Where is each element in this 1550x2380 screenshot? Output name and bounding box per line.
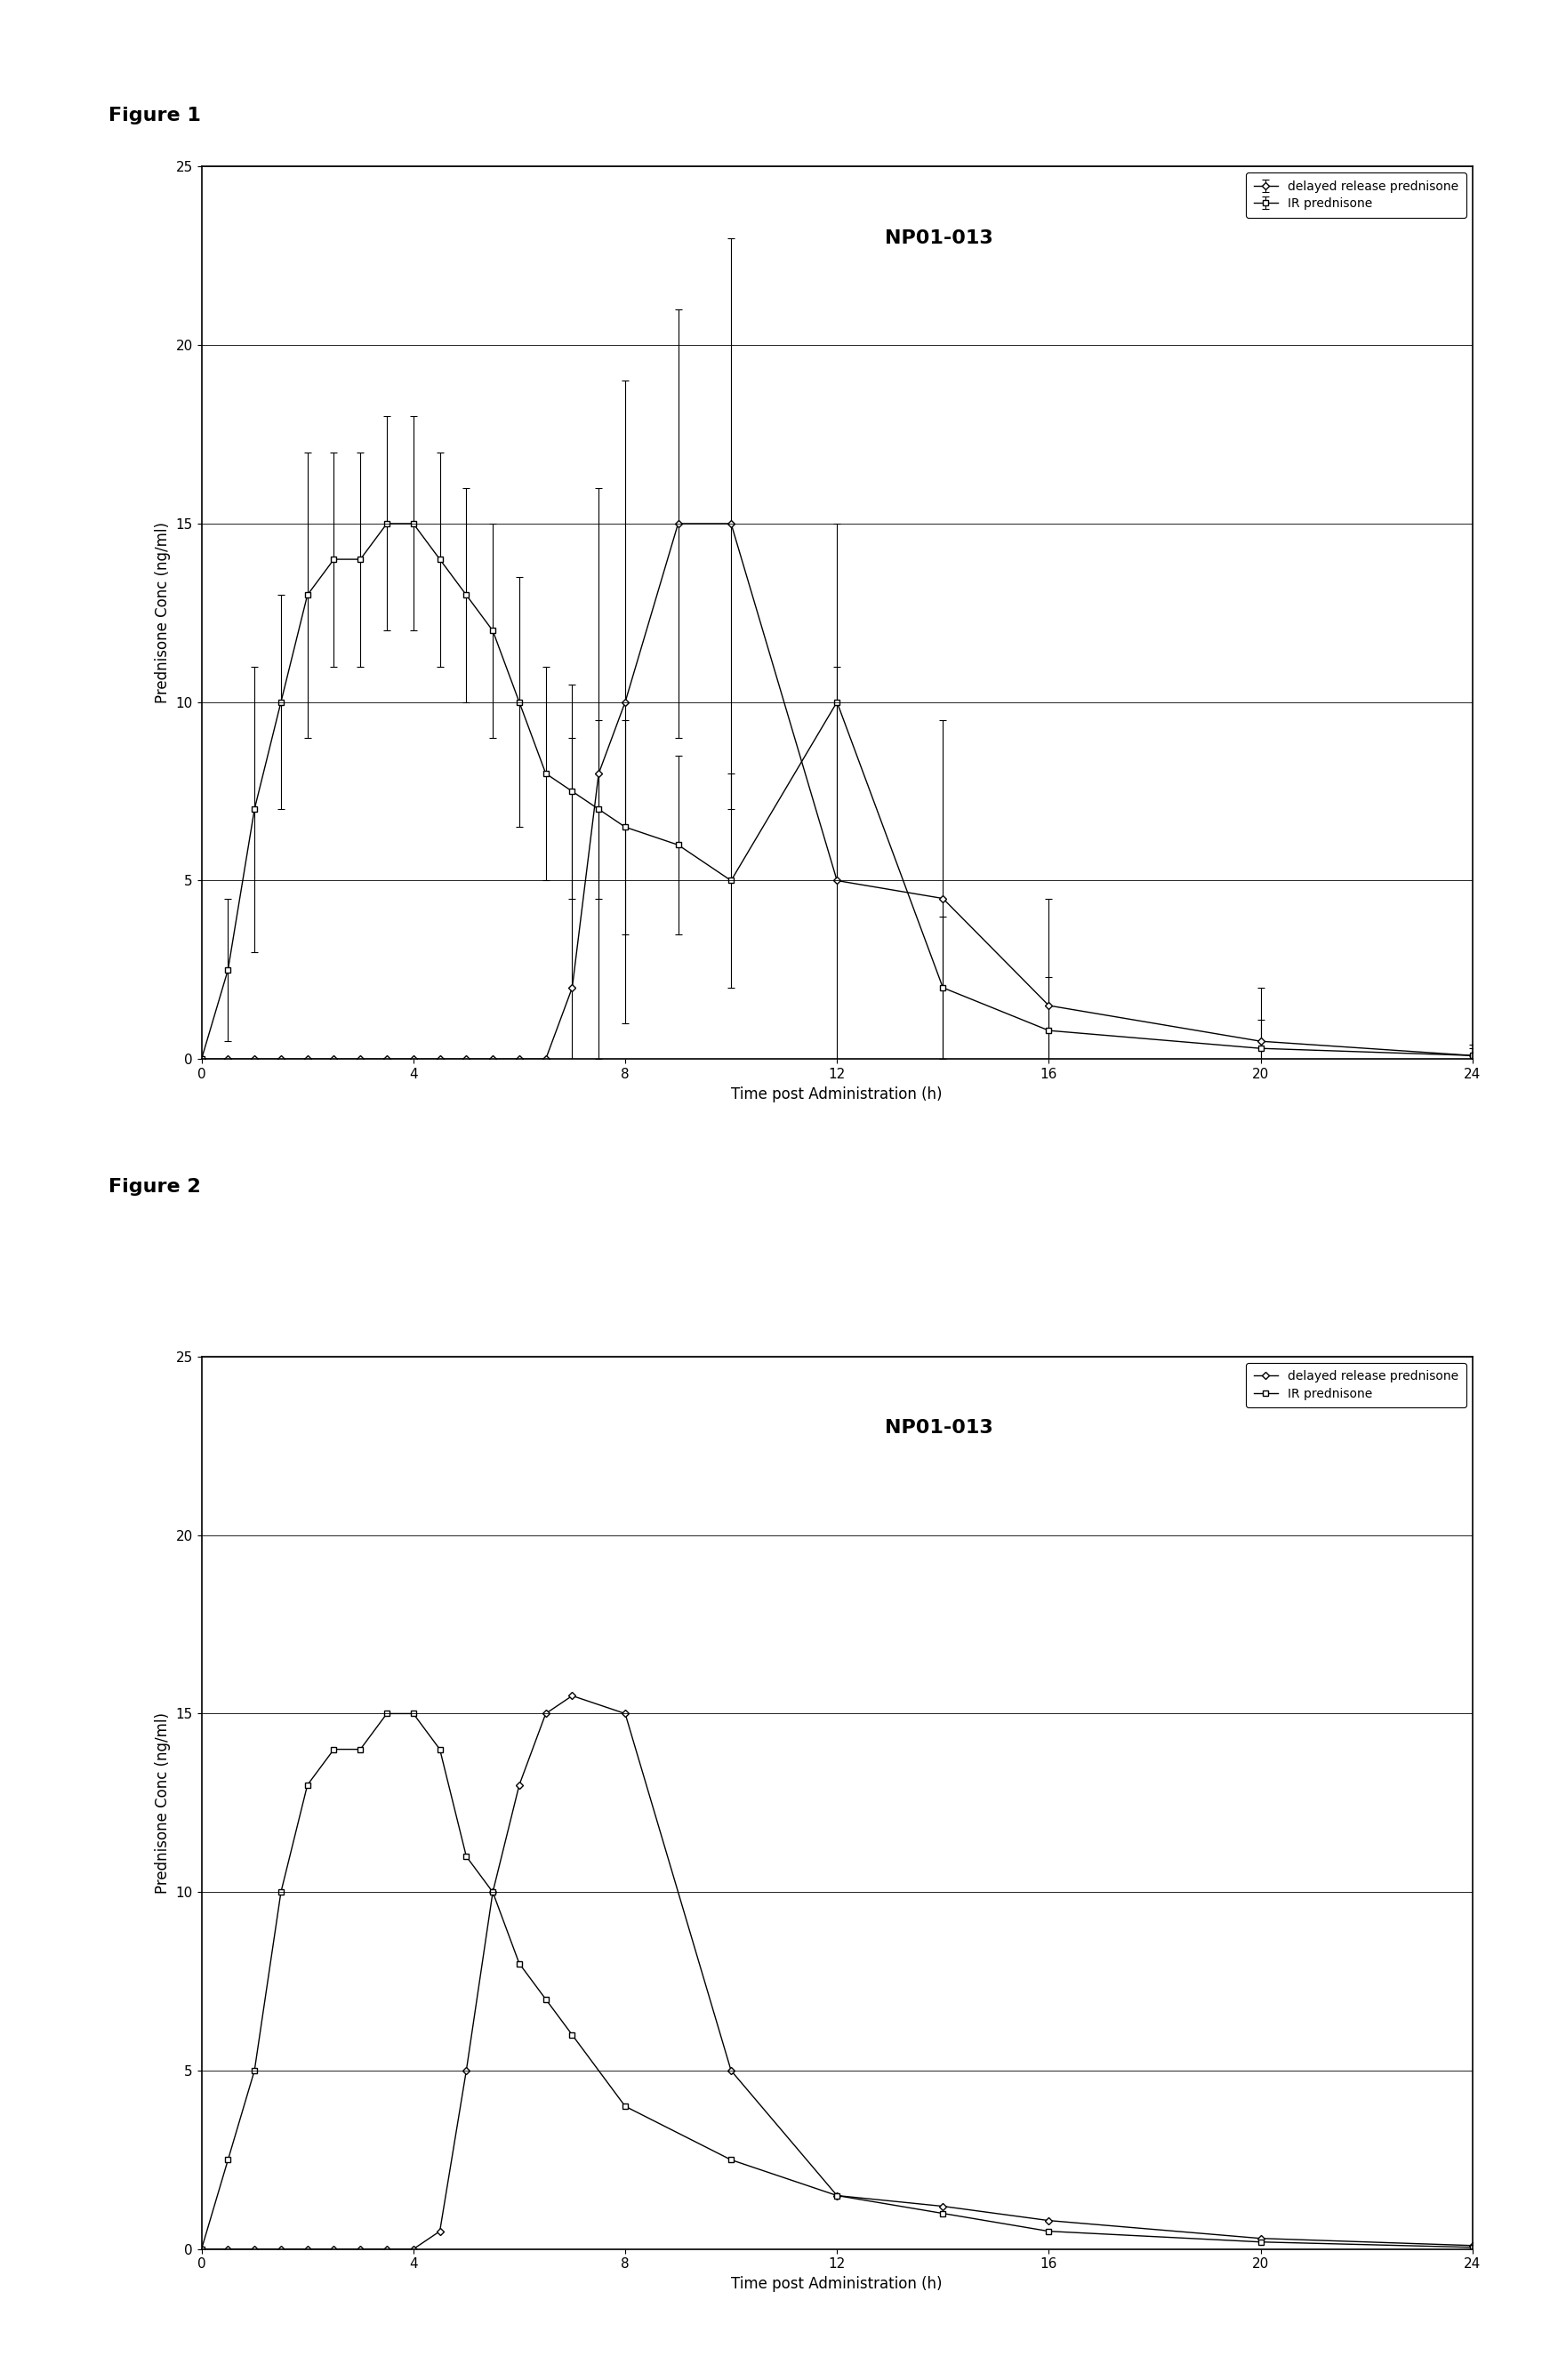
delayed release prednisone <box>484 1878 502 1906</box>
IR prednisone <box>219 2147 237 2175</box>
IR prednisone <box>350 1735 369 1764</box>
delayed release prednisone <box>933 2192 952 2221</box>
delayed release prednisone <box>536 1699 555 1728</box>
IR prednisone <box>457 1842 476 1871</box>
Y-axis label: Prednisone Conc (ng/ml): Prednisone Conc (ng/ml) <box>155 521 171 704</box>
IR prednisone <box>271 1878 290 1906</box>
IR prednisone <box>405 1699 423 1728</box>
IR prednisone <box>484 1878 502 1906</box>
Legend: delayed release prednisone, IR prednisone: delayed release prednisone, IR prednison… <box>1246 174 1466 217</box>
delayed release prednisone <box>828 2180 846 2209</box>
IR prednisone <box>378 1699 397 1728</box>
delayed release prednisone <box>378 2235 397 2263</box>
IR prednisone <box>431 1735 450 1764</box>
delayed release prednisone <box>1463 2232 1482 2261</box>
delayed release prednisone <box>192 2235 211 2263</box>
delayed release prednisone <box>722 2056 741 2085</box>
IR prednisone <box>245 2056 264 2085</box>
delayed release prednisone <box>219 2235 237 2263</box>
delayed release prednisone <box>615 1699 634 1728</box>
Line: delayed release prednisone: delayed release prednisone <box>198 1692 1476 2251</box>
delayed release prednisone <box>350 2235 369 2263</box>
X-axis label: Time post Administration (h): Time post Administration (h) <box>732 1085 942 1102</box>
Y-axis label: Prednisone Conc (ng/ml): Prednisone Conc (ng/ml) <box>155 1711 171 1894</box>
IR prednisone <box>1463 2232 1482 2261</box>
IR prednisone <box>298 1771 316 1799</box>
IR prednisone <box>192 2235 211 2263</box>
IR prednisone <box>324 1735 343 1764</box>
Text: Figure 2: Figure 2 <box>108 1178 202 1195</box>
IR prednisone <box>933 2199 952 2228</box>
IR prednisone <box>615 2092 634 2121</box>
IR prednisone <box>1251 2228 1269 2256</box>
IR prednisone <box>563 2021 581 2049</box>
IR prednisone <box>828 2180 846 2209</box>
IR prednisone <box>722 2147 741 2175</box>
delayed release prednisone <box>510 1771 529 1799</box>
X-axis label: Time post Administration (h): Time post Administration (h) <box>732 2275 942 2292</box>
Text: NP01-013: NP01-013 <box>885 1418 994 1438</box>
delayed release prednisone <box>245 2235 264 2263</box>
delayed release prednisone <box>1040 2206 1059 2235</box>
Line: IR prednisone: IR prednisone <box>198 1711 1476 2251</box>
Text: Figure 1: Figure 1 <box>108 107 202 124</box>
delayed release prednisone <box>457 2056 476 2085</box>
delayed release prednisone <box>431 2218 450 2247</box>
delayed release prednisone <box>298 2235 316 2263</box>
delayed release prednisone <box>324 2235 343 2263</box>
Text: NP01-013: NP01-013 <box>885 228 994 248</box>
delayed release prednisone <box>271 2235 290 2263</box>
delayed release prednisone <box>563 1680 581 1709</box>
delayed release prednisone <box>1251 2223 1269 2251</box>
IR prednisone <box>536 1985 555 2013</box>
IR prednisone <box>1040 2218 1059 2247</box>
Legend: delayed release prednisone, IR prednisone: delayed release prednisone, IR prednison… <box>1246 1364 1466 1407</box>
delayed release prednisone <box>405 2235 423 2263</box>
IR prednisone <box>510 1949 529 1978</box>
